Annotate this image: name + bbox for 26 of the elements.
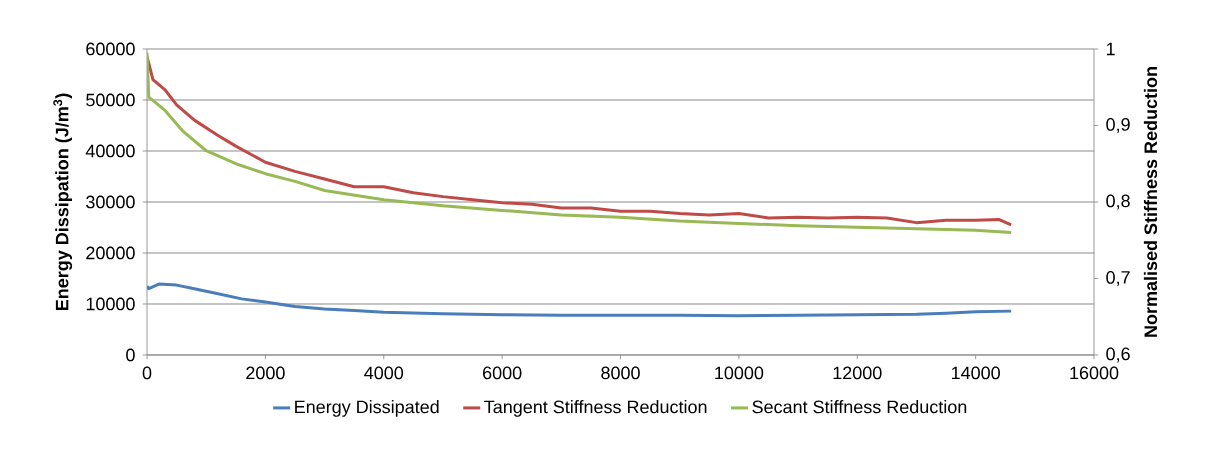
y-tick-label: 30000 — [86, 195, 135, 209]
legend-label: Energy Dissipated — [295, 400, 439, 417]
x-tick-label: 12000 — [833, 366, 882, 380]
x-tick-label: 6000 — [483, 366, 522, 380]
y2-axis-title: Normalised Stiffness Reduction — [1143, 67, 1158, 337]
y-tick-label: 10000 — [86, 297, 135, 311]
y2-tick-label: 0,6 — [1106, 347, 1130, 363]
y-tick-label: 40000 — [85, 144, 135, 158]
x-tick-label: 16000 — [1070, 366, 1119, 380]
y2-tick-label: 0,7 — [1106, 271, 1130, 286]
y-tick-label: 20000 — [86, 246, 135, 260]
y2-tick-label: 0,9 — [1106, 118, 1130, 133]
x-tick-label: 0 — [142, 366, 152, 380]
legend-label: Tangent Stiffness Reduction — [484, 400, 707, 417]
y-tick-label: 0 — [126, 348, 135, 362]
x-tick-label: 14000 — [951, 366, 1000, 380]
y-axis-title: Energy Dissipation (J/m$^{3}$) — [53, 93, 73, 311]
x-tick-label: 8000 — [601, 366, 640, 380]
y2-tick-label: 1 — [1106, 42, 1115, 56]
y-tick-label: 50000 — [86, 93, 135, 107]
x-tick-label: 10000 — [715, 366, 764, 380]
legend-label: Secant Stiffness Reduction — [752, 400, 967, 414]
y2-tick-label: 0,8 — [1106, 194, 1130, 210]
y-tick-label: 60000 — [86, 42, 135, 56]
x-tick-label: 2000 — [246, 366, 285, 380]
x-tick-label: 4000 — [364, 366, 404, 380]
